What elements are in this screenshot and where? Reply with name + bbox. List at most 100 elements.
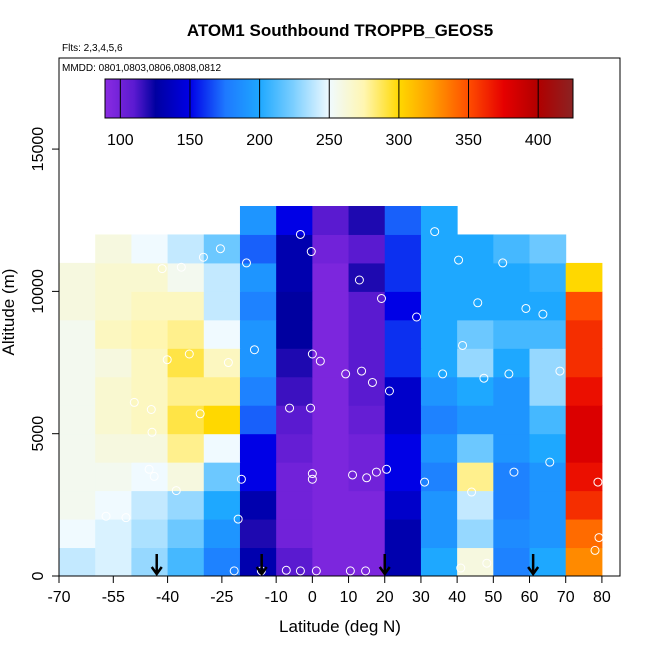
heat-cell	[95, 319, 132, 349]
heat-cell	[565, 319, 603, 349]
x-tick-label: -10	[265, 589, 288, 606]
heat-cell	[239, 405, 277, 435]
heat-cell	[457, 319, 494, 349]
heat-cell	[420, 490, 458, 520]
heat-cell	[131, 234, 169, 264]
heat-cell	[131, 547, 169, 577]
flight-point	[384, 386, 394, 396]
heat-cell	[239, 262, 277, 292]
heat-cell	[457, 405, 494, 435]
heat-cell	[384, 490, 422, 520]
x-tick-label: 80	[593, 589, 611, 606]
heat-cell	[95, 348, 132, 378]
x-tick-label: 30	[412, 589, 430, 606]
heat-cell	[348, 234, 386, 264]
heat-cell	[420, 376, 458, 406]
flight-point	[281, 565, 291, 575]
heat-cell	[420, 291, 458, 321]
heat-cell	[493, 262, 531, 292]
annotation: MMDD: 0801,0803,0806,0808,0812	[62, 63, 221, 74]
heat-cell	[167, 433, 205, 463]
flight-point	[341, 369, 351, 379]
heat-cell	[59, 547, 96, 577]
flight-point	[121, 513, 131, 523]
heat-cell	[384, 291, 422, 321]
flight-point	[315, 356, 325, 366]
heat-cell	[457, 433, 494, 463]
y-axis-label: Altitude (m)	[0, 269, 18, 356]
heat-cell	[565, 519, 603, 549]
heat-cell	[167, 348, 205, 378]
heat-cell	[565, 547, 603, 577]
flight-point	[236, 474, 246, 484]
heat-cell	[384, 376, 422, 406]
flight-point	[345, 566, 355, 576]
heat-cell	[95, 234, 132, 264]
x-tick-label: 50	[484, 589, 502, 606]
heat-cell	[312, 462, 350, 492]
flight-point	[594, 533, 604, 543]
heat-cell	[493, 433, 531, 463]
heat-cell	[529, 291, 567, 321]
colorbar-segment	[134, 79, 156, 118]
heat-cell	[384, 519, 422, 549]
heat-cell	[203, 490, 241, 520]
x-tick-label: 0	[308, 589, 317, 606]
heat-cell	[276, 519, 313, 549]
heat-cell	[59, 291, 96, 321]
heat-cell	[420, 206, 458, 235]
flight-point	[430, 227, 440, 237]
heat-cell	[203, 547, 241, 577]
heat-cell	[276, 462, 313, 492]
heat-cell	[167, 262, 205, 292]
heat-cell	[348, 348, 386, 378]
heat-cell	[59, 405, 96, 435]
heat-cell	[565, 490, 603, 520]
y-tick-label: 0	[30, 571, 47, 580]
heat-cell	[59, 433, 96, 463]
heat-cell	[420, 319, 458, 349]
heat-cell	[312, 376, 350, 406]
heat-cell	[276, 262, 313, 292]
flight-point	[195, 409, 205, 419]
heat-cell	[131, 319, 169, 349]
heat-cell	[203, 348, 241, 378]
heat-cell	[203, 405, 241, 435]
flight-point	[295, 566, 305, 576]
flight-point	[593, 477, 603, 487]
colorbar-segment	[189, 79, 226, 118]
heat-cell	[384, 206, 422, 235]
heat-cell	[131, 348, 169, 378]
flight-point	[229, 566, 239, 576]
colorbar-tick-label: 200	[246, 132, 273, 149]
heat-cell	[565, 291, 603, 321]
flight-point	[420, 477, 430, 487]
heat-cell	[239, 462, 277, 492]
x-tick-label: -40	[156, 589, 179, 606]
flight-point	[545, 457, 555, 467]
flight-point	[479, 373, 489, 383]
flight-point	[129, 397, 139, 407]
heat-cell	[95, 490, 132, 520]
heat-cell	[493, 490, 531, 520]
heat-cell	[420, 262, 458, 292]
flight-point	[307, 349, 317, 359]
colorbar-tick-label: 400	[525, 132, 552, 149]
heat-cell	[95, 433, 132, 463]
heat-cell	[493, 234, 531, 264]
heat-cell	[529, 462, 567, 492]
flight-point	[509, 467, 519, 477]
colorbar-segment	[224, 79, 261, 118]
heat-cell	[565, 262, 603, 292]
flight-point	[101, 511, 111, 521]
heat-cell	[203, 462, 241, 492]
heat-cell	[203, 433, 241, 463]
colorbar-frame	[104, 78, 574, 119]
heat-cell	[457, 234, 494, 264]
colorbar-segment	[503, 79, 539, 118]
heat-cell	[529, 376, 567, 406]
arrow-head	[150, 566, 163, 577]
flight-point	[285, 403, 295, 413]
heat-cell	[239, 519, 277, 549]
heat-cell	[312, 262, 350, 292]
